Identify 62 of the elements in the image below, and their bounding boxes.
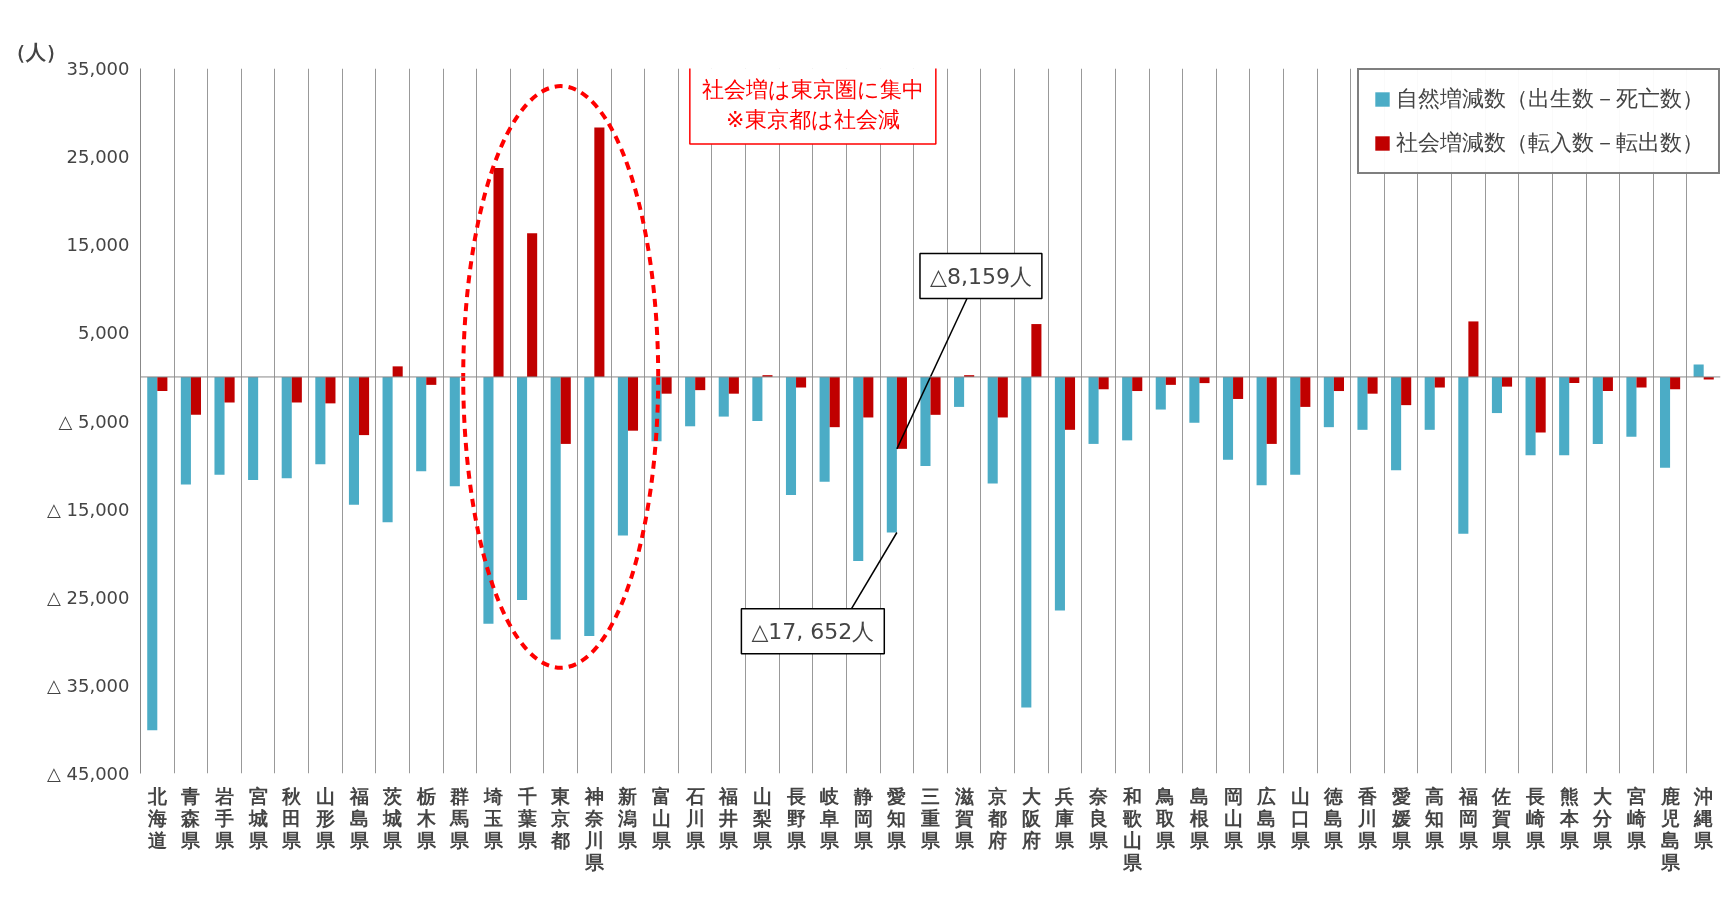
legend-label: 社会増減数（転入数－転出数） [1396, 129, 1704, 157]
x-tick-label: 奈良県 [1088, 784, 1110, 851]
x-tick-label: 福島県 [348, 784, 370, 851]
x-tick-label: 栃木県 [415, 784, 437, 851]
y-tick-label: △ 45,000 [46, 763, 130, 784]
x-tick-label: 群馬県 [449, 784, 471, 851]
x-tick-label: 福井県 [718, 784, 740, 851]
x-tick-label: 新潟県 [617, 784, 639, 851]
x-tick-label: 熊本県 [1558, 784, 1580, 851]
y-axis-title: （人） [5, 39, 66, 64]
y-tick-label: △ 15,000 [46, 498, 130, 520]
x-tick-label: 京都府 [987, 784, 1008, 851]
y-tick-label: △ 35,000 [46, 674, 130, 696]
x-tick-label: 鹿児島県 [1659, 784, 1681, 873]
x-tick-label: 富山県 [651, 784, 673, 851]
annotation: 社会増は東京圏に集中 ※東京都は社会減 [701, 76, 924, 132]
x-tick-label: 千葉県 [516, 784, 538, 851]
x-tick-label: 東京都 [550, 784, 572, 851]
legend-label: 自然増減数（出生数－死亡数） [1396, 85, 1704, 113]
annotation: △8,159人 [929, 263, 1032, 289]
x-tick-label: 山梨県 [751, 784, 773, 851]
x-tick-label: 山口県 [1289, 784, 1311, 851]
y-tick-label: △ 5,000 [58, 410, 130, 432]
annotation: △17, 652人 [751, 618, 875, 644]
y-tick-label: 15,000 [66, 234, 130, 256]
x-tick-label: 山形県 [314, 784, 336, 851]
x-tick-label: 神奈川県 [583, 784, 605, 873]
x-tick-label: 静岡県 [852, 784, 874, 851]
x-tick-label: 長崎県 [1525, 784, 1547, 851]
y-tick-label: △ 25,000 [46, 586, 130, 608]
x-tick-label: 徳島県 [1323, 784, 1345, 851]
x-tick-label: 愛知県 [886, 784, 908, 851]
x-tick-label: 長野県 [785, 784, 807, 851]
x-tick-label: 福岡県 [1457, 784, 1479, 851]
x-tick-label: 青森県 [180, 784, 202, 851]
y-tick-label: 35,000 [66, 58, 130, 79]
x-tick-label: 佐賀県 [1491, 784, 1513, 851]
x-tick-label: 和歌山県 [1121, 784, 1143, 873]
x-tick-label: 宮崎県 [1625, 784, 1647, 851]
x-tick-label: 愛媛県 [1390, 784, 1412, 851]
x-tick-label: 宮城県 [247, 784, 269, 851]
y-tick-label: 5,000 [77, 322, 130, 344]
x-tick-label: 石川県 [684, 784, 706, 851]
x-tick-label: 埼玉県 [482, 784, 504, 851]
x-tick-label: 大分県 [1592, 784, 1614, 851]
x-tick-label: 島根県 [1188, 784, 1210, 851]
x-tick-label: 岩手県 [214, 784, 236, 851]
x-tick-label: 大阪府 [1020, 784, 1042, 851]
x-tick-label: 三重県 [920, 784, 941, 851]
x-tick-label: 兵庫県 [1054, 784, 1076, 851]
x-tick-label: 滋賀県 [953, 784, 975, 851]
x-tick-label: 岐阜県 [819, 784, 841, 851]
x-tick-label: 広島県 [1256, 784, 1278, 851]
y-tick-label: 25,000 [66, 146, 130, 168]
x-tick-label: 北海道 [146, 784, 168, 851]
x-tick-label: 香川県 [1357, 784, 1379, 851]
x-tick-label: 高知県 [1424, 784, 1446, 851]
x-tick-label: 茨城県 [382, 784, 404, 851]
x-tick-label: 沖縄県 [1693, 784, 1715, 851]
x-tick-label: 鳥取県 [1155, 784, 1177, 851]
x-tick-label: 秋田県 [281, 784, 303, 851]
x-tick-label: 岡山県 [1222, 784, 1244, 851]
